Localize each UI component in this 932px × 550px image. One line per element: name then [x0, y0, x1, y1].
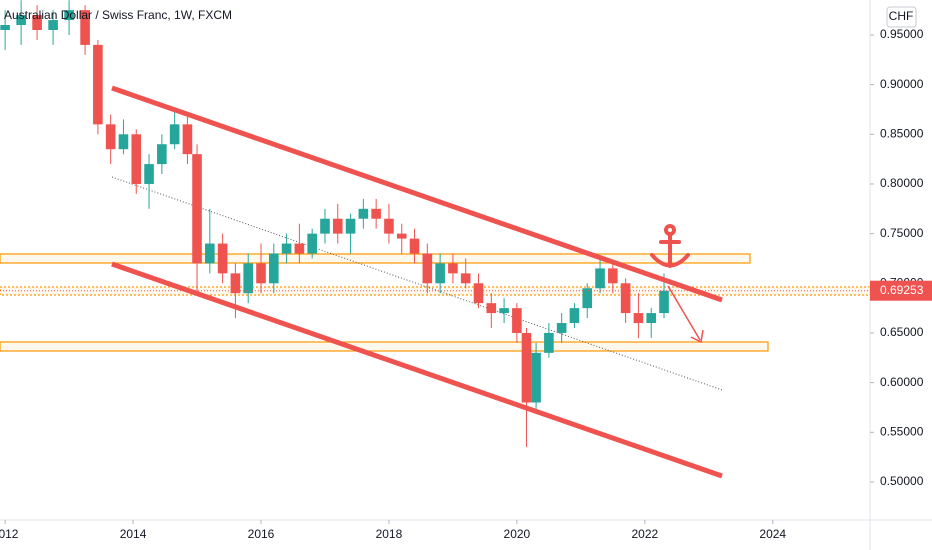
channel-upper — [111, 85, 723, 303]
candle-body — [473, 283, 484, 304]
candle-body — [512, 308, 522, 333]
y-tick-label: 0.85000 — [880, 126, 924, 140]
candle-body — [396, 233, 407, 239]
candle-body — [118, 134, 129, 150]
drawings-top — [111, 85, 723, 479]
x-tick-label: 2016 — [248, 527, 275, 541]
candle-body — [131, 134, 142, 184]
candle-body — [80, 10, 90, 45]
candle-body — [256, 263, 266, 284]
y-tick-label: 0.75000 — [880, 226, 924, 240]
y-tick-label: 0.80000 — [880, 176, 924, 190]
candle-body — [633, 313, 644, 324]
candle-body — [268, 253, 279, 284]
candle-body — [521, 332, 532, 403]
candle-body — [217, 243, 228, 274]
candle-body — [486, 303, 497, 314]
x-tick-label: 2014 — [120, 527, 147, 541]
candle-body — [64, 10, 74, 21]
candle-body — [320, 218, 330, 234]
candle-body — [569, 308, 580, 324]
x-tick-label: 2018 — [376, 527, 403, 541]
candle-body — [205, 243, 215, 264]
x-tick-label: 2012 — [0, 527, 19, 541]
candle-body — [243, 263, 254, 294]
candle-body — [384, 218, 394, 234]
candle-body — [556, 323, 567, 333]
y-tick-label: 0.65000 — [880, 325, 924, 339]
x-tick-label: 2020 — [504, 527, 531, 541]
candle-body — [345, 218, 356, 234]
candle-body — [659, 290, 669, 314]
resistance-zone — [0, 253, 751, 264]
candle-body — [32, 15, 42, 30]
x-tick-label: 2022 — [631, 527, 658, 541]
y-tick-label: 0.50000 — [880, 474, 924, 488]
candle-body — [358, 208, 369, 219]
price-axis — [870, 0, 932, 550]
candle-body — [646, 313, 657, 324]
candle-body — [105, 124, 116, 150]
forecast-arrow — [667, 285, 704, 344]
candle-body — [48, 20, 58, 30]
candle-body — [16, 15, 26, 26]
candle-body — [307, 233, 317, 254]
y-tick-label: 0.90000 — [880, 77, 924, 91]
candle-body — [93, 44, 103, 125]
time-axis — [0, 520, 932, 550]
candle-body — [371, 208, 381, 219]
candle-body — [169, 124, 180, 145]
candle-body — [435, 263, 445, 284]
candle-body — [230, 273, 241, 294]
candle-body — [608, 268, 618, 284]
candle-body — [144, 164, 154, 184]
anchor-icon — [650, 224, 690, 268]
candle-body — [595, 268, 605, 289]
candle-body — [544, 332, 554, 353]
y-tick-label: 0.55000 — [880, 424, 924, 438]
candle-body — [192, 154, 202, 264]
candles — [0, 0, 669, 448]
currency-box — [886, 6, 917, 28]
last-price-label: 0.69253 — [880, 283, 924, 297]
currency: CHF — [889, 9, 914, 23]
candle-body — [0, 25, 10, 30]
chart-title: Australian Dollar / Swiss Franc, 1W, FXC… — [4, 8, 232, 22]
candle-body — [332, 218, 343, 234]
candle-body — [182, 124, 193, 155]
y-tick-label: 0.95000 — [880, 27, 924, 41]
candle-body — [281, 243, 292, 254]
candle-body — [448, 263, 458, 274]
candle-body — [499, 308, 509, 314]
candle-body — [409, 238, 420, 254]
candle-body — [460, 273, 471, 284]
support-zone — [0, 341, 769, 352]
channel-lower — [111, 261, 723, 479]
candle-body — [620, 283, 631, 314]
last-price-tag — [870, 280, 932, 301]
y-tick-label: 0.60000 — [880, 375, 924, 389]
candle-body — [157, 144, 167, 165]
candle-body — [422, 253, 433, 284]
candle-body — [531, 352, 541, 403]
x-tick-label: 2024 — [759, 527, 786, 541]
candle-body — [582, 288, 593, 309]
candle-body — [294, 243, 305, 254]
